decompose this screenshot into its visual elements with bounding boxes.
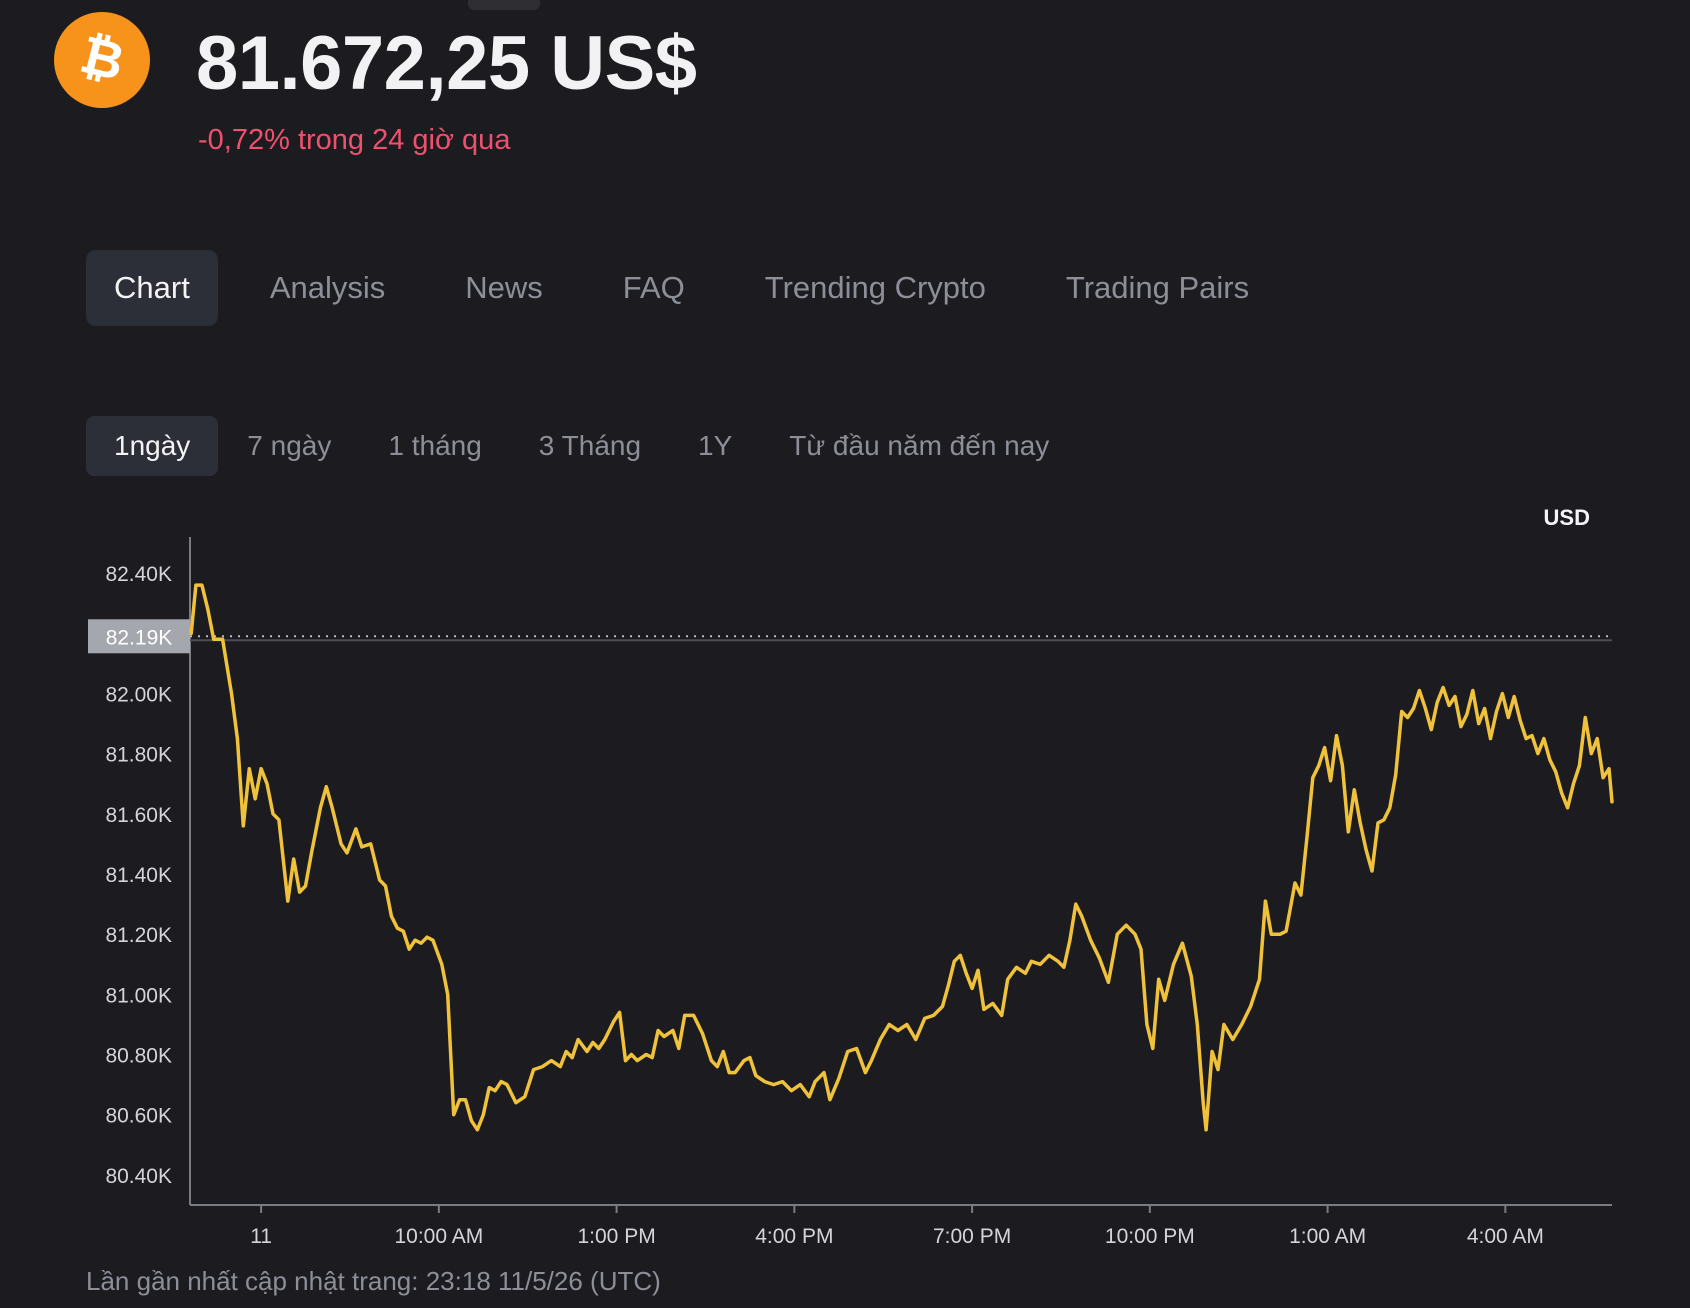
y-tick-label: 82.00K (105, 683, 172, 706)
price-chart-svg: 82.40K 82.00K 81.80K 81.60K 81.40K 81.20K 81.0… (88, 537, 1614, 1248)
y-tick-label: 80.40K (105, 1165, 172, 1188)
range-1-day[interactable]: 1ngày (86, 416, 219, 476)
range-ytd[interactable]: Từ đầu năm đến nay (789, 430, 1050, 461)
drag-handle[interactable] (468, 0, 540, 10)
y-tick-label: 81.20K (105, 924, 172, 947)
y-tick-label: 81.40K (105, 864, 172, 887)
y-tick-label: 81.60K (105, 804, 172, 827)
x-tick-label: 1:00 AM (1289, 1225, 1366, 1248)
x-tick-label: 4:00 AM (1467, 1225, 1544, 1248)
range-7-days[interactable]: 7 ngày (247, 430, 332, 461)
current-price: 81.672,25 US$ (196, 21, 697, 106)
tab-chart[interactable]: Chart (86, 250, 218, 326)
price-change-24h: -0,72% trong 24 giờ qua (198, 124, 511, 156)
reference-price-tag (88, 619, 190, 654)
x-tick-label: 1:00 PM (577, 1225, 655, 1248)
section-tabs: Chart Analysis News FAQ Trending Crypto … (86, 250, 1301, 326)
bitcoin-icon: ₿ (54, 12, 150, 108)
time-range-selector: 1ngày 7 ngày 1 tháng 3 Tháng 1Y Từ đầu n… (86, 416, 1078, 476)
price-chart[interactable]: 82.40K 82.00K 81.80K 81.60K 81.40K 81.20K 81.0… (0, 500, 1690, 1260)
y-tick-label: 80.60K (105, 1105, 172, 1128)
range-1-month[interactable]: 1 tháng (388, 430, 482, 461)
y-tick-label: 80.80K (105, 1045, 172, 1068)
range-3-months[interactable]: 3 Tháng (538, 430, 642, 461)
x-tick-label: 7:00 PM (933, 1225, 1011, 1248)
y-tick-label: 81.00K (105, 984, 172, 1007)
price-line (189, 583, 1614, 1132)
last-updated: Lần gần nhất cập nhật trang: 23:18 11/5/… (86, 1266, 661, 1296)
x-tick-label: 10:00 AM (394, 1225, 483, 1248)
tab-analysis[interactable]: Analysis (269, 270, 386, 305)
x-tick-label: 4:00 PM (755, 1225, 833, 1248)
currency-label: USD (1543, 505, 1590, 530)
y-tick-label: 82.40K (105, 563, 172, 586)
range-1-year[interactable]: 1Y (698, 430, 733, 461)
x-tick-label: 10:00 PM (1105, 1225, 1195, 1248)
y-tick-label: 81.80K (105, 744, 172, 767)
tab-faq[interactable]: FAQ (622, 270, 685, 305)
tab-trending-crypto[interactable]: Trending Crypto (764, 270, 986, 305)
svg-text:₿: ₿ (75, 30, 130, 90)
x-tick-label: 11 (250, 1225, 272, 1248)
tab-trading-pairs[interactable]: Trading Pairs (1065, 270, 1250, 305)
reference-price-label: 82.19K (106, 626, 173, 649)
tab-news[interactable]: News (465, 270, 543, 305)
